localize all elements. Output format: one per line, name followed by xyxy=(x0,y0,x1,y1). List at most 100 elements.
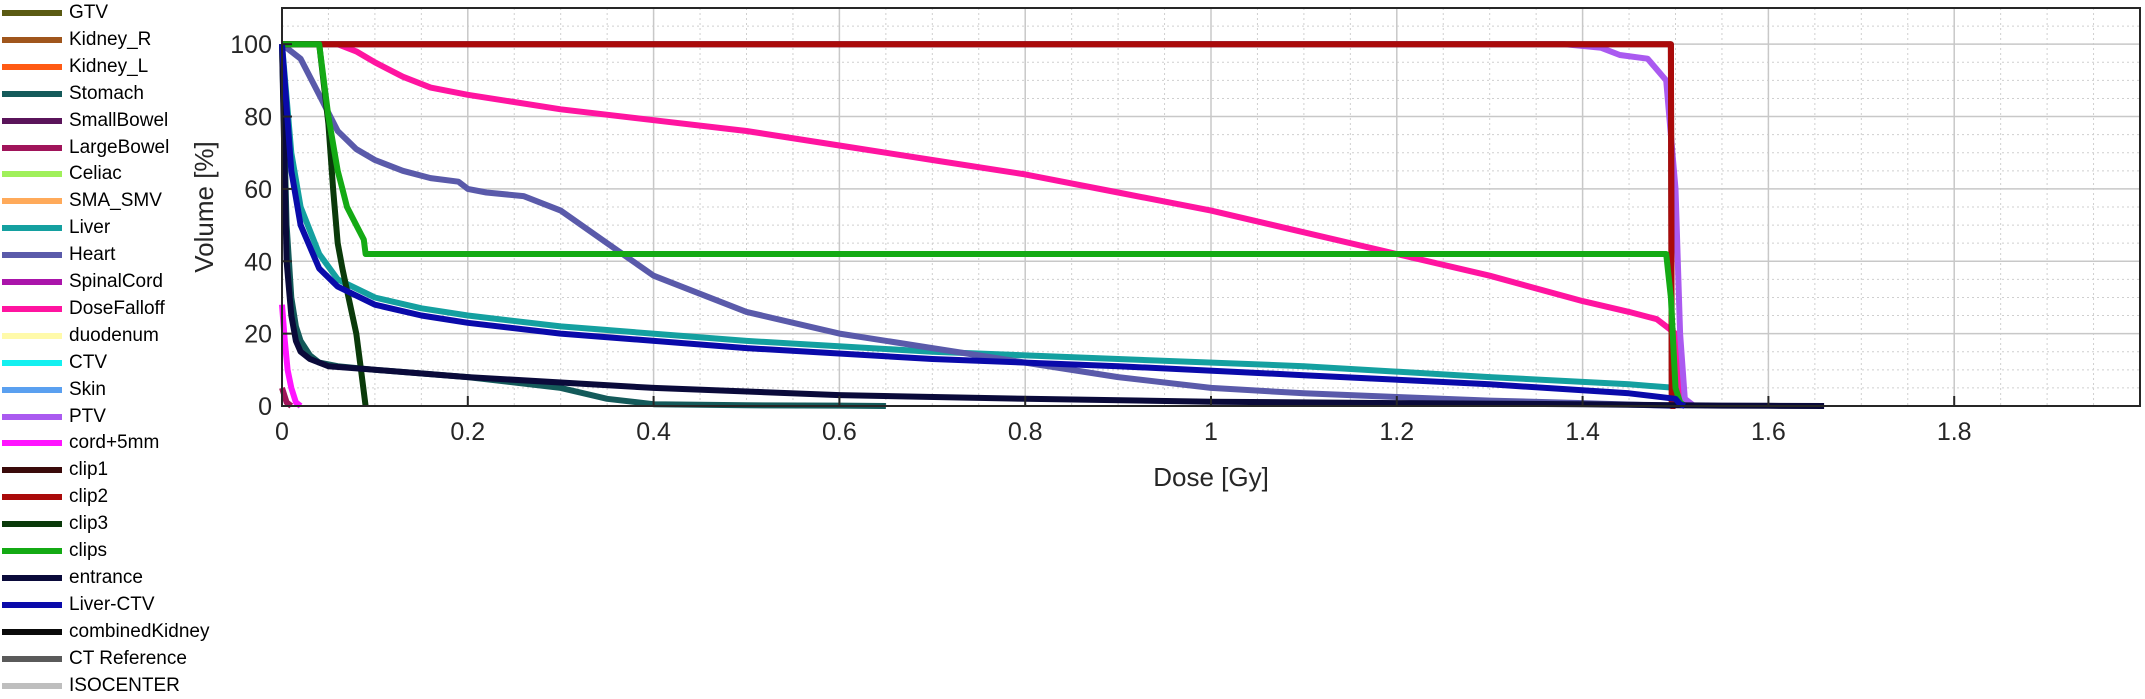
legend-item: Liver xyxy=(0,215,110,241)
legend-item: Kidney_L xyxy=(0,54,148,80)
legend-item: DoseFalloff xyxy=(0,296,165,322)
x-tick-label: 1.8 xyxy=(1937,418,1972,446)
legend-item: PTV xyxy=(0,404,106,430)
legend-swatch xyxy=(2,359,62,366)
x-tick-label: 0 xyxy=(275,418,289,446)
series-line-dosefalloff xyxy=(336,41,1688,407)
legend-label: clips xyxy=(69,540,108,561)
legend-label: entrance xyxy=(69,566,143,588)
series-line-liver-ctv xyxy=(279,43,1686,409)
legend-label: CTV xyxy=(69,351,107,373)
y-tick-label: 60 xyxy=(244,176,272,204)
legend-swatch xyxy=(2,521,62,528)
legend-swatch xyxy=(2,117,62,124)
axis-ticks: 0 0.2 0.4 0.6 0.8 1 1.2 1.4 1.6 1.8 0 20 40 60 80 100 xyxy=(230,31,1971,446)
legend-swatch xyxy=(2,225,62,232)
legend-label: Liver xyxy=(69,217,111,239)
legend-label: cord+5mm xyxy=(69,432,160,454)
legend-item: clip3 xyxy=(0,511,108,537)
legend-item: CT Reference xyxy=(0,646,187,672)
legend-swatch xyxy=(2,36,62,43)
y-tick-label: 80 xyxy=(244,104,272,132)
x-tick-label: 0.8 xyxy=(1008,418,1043,446)
legend-item: Celiac xyxy=(0,161,122,187)
legend-label: ISOCENTER xyxy=(69,674,180,696)
legend-swatch xyxy=(2,494,62,501)
legend-swatch xyxy=(2,386,62,393)
legend-label: clip1 xyxy=(69,459,109,481)
legend-swatch xyxy=(2,198,62,205)
x-tick-label: 1 xyxy=(1204,418,1218,446)
series-line-heart xyxy=(280,41,1676,409)
x-tick-label: 1.2 xyxy=(1379,418,1414,446)
legend-item: Stomach xyxy=(0,81,144,107)
legend-swatch xyxy=(2,144,62,151)
legend-label: Celiac xyxy=(69,163,122,185)
legend-label: SpinalCord xyxy=(69,271,163,292)
legend-label: PTV xyxy=(69,405,106,427)
legend-item: clips xyxy=(0,538,107,564)
legend-swatch xyxy=(2,601,62,608)
legend-label: Stomach xyxy=(69,82,144,104)
x-tick-label: 0.4 xyxy=(636,418,671,446)
legend-label: Kidney_R xyxy=(69,28,152,50)
legend-swatch xyxy=(2,682,62,689)
legend-swatch xyxy=(2,252,62,259)
legend-item: SpinalCord xyxy=(0,269,163,295)
legend-label: CT Reference xyxy=(69,647,187,669)
legend-item: Heart xyxy=(0,242,115,268)
legend-item: GTV xyxy=(0,0,108,26)
legend-swatch xyxy=(2,171,62,178)
legend-item: ISOCENTER xyxy=(0,673,180,699)
legend-label: Kidney_L xyxy=(69,55,149,77)
legend-swatch xyxy=(2,279,62,285)
series-line-clips xyxy=(282,41,1687,409)
legend-swatch xyxy=(2,305,62,312)
legend-item: duodenum xyxy=(0,323,159,349)
legend-swatch xyxy=(2,548,62,554)
legend-swatch xyxy=(2,574,62,581)
legend-item: cord+5mm xyxy=(0,430,159,456)
x-tick-label: 0.2 xyxy=(450,418,485,446)
legend-item: combinedKidney xyxy=(0,619,209,645)
legend-swatch xyxy=(2,63,62,70)
legend-item: CTV xyxy=(0,350,107,376)
legend-label: clip3 xyxy=(69,513,109,535)
legend-swatch xyxy=(2,413,62,420)
legend-label: Skin xyxy=(69,378,106,400)
legend-swatch xyxy=(2,90,62,97)
legend-label: GTV xyxy=(69,2,109,23)
x-tick-label: 0.6 xyxy=(822,418,857,446)
series-line-largebowel xyxy=(279,386,294,409)
legend-item: SMA_SMV xyxy=(0,188,162,214)
x-axis-label: Dose [Gy] xyxy=(1153,462,1269,492)
legend-item: clip2 xyxy=(0,484,108,510)
y-tick-label: 0 xyxy=(258,393,272,421)
y-tick-label: 20 xyxy=(244,321,272,349)
y-axis-label: Volume [%] xyxy=(189,141,219,273)
legend-swatch xyxy=(2,628,62,635)
legend-item: Liver-CTV xyxy=(0,592,155,618)
legend-swatch xyxy=(2,10,62,16)
legend-swatch xyxy=(2,440,62,447)
legend-label: LargeBowel xyxy=(69,136,170,158)
series-line-liver xyxy=(279,43,1688,408)
legend-label: clip2 xyxy=(69,486,109,508)
legend-item: LargeBowel xyxy=(0,135,169,161)
x-tick-label: 1.4 xyxy=(1565,418,1600,446)
legend-item: clip1 xyxy=(0,457,108,483)
x-tick-label: 1.6 xyxy=(1751,418,1786,446)
legend-item: Kidney_R xyxy=(0,27,151,53)
legend-swatch xyxy=(2,332,62,339)
y-tick-label: 40 xyxy=(244,248,272,276)
legend-label: combinedKidney xyxy=(69,620,210,642)
y-tick-label: 100 xyxy=(230,31,272,59)
grid xyxy=(281,7,2141,407)
legend-label: duodenum xyxy=(69,324,159,346)
legend-label: DoseFalloff xyxy=(69,297,165,319)
legend-item: Skin xyxy=(0,377,106,403)
legend-item: entrance xyxy=(0,565,143,591)
legend-swatch xyxy=(2,467,62,474)
series-line-cord-5mm xyxy=(279,304,303,409)
